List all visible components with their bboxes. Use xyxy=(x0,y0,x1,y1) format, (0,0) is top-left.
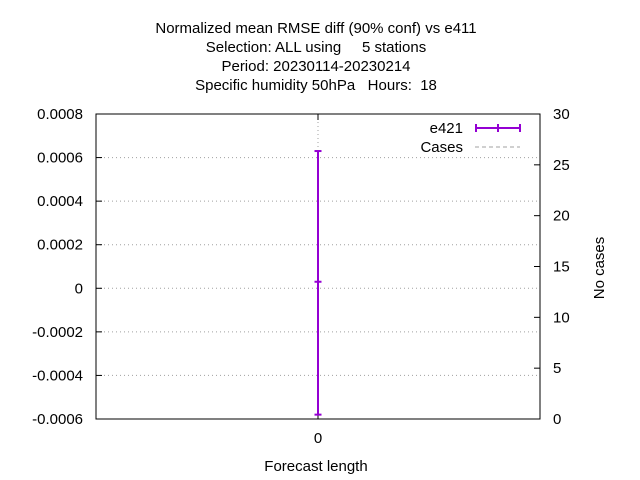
y2-axis-label: No cases xyxy=(591,237,608,300)
title-line-4: Specific humidity 50hPa Hours: 18 xyxy=(195,77,437,94)
y-tick-label: 0.0006 xyxy=(37,150,83,167)
y-tick-label: -0.0002 xyxy=(32,324,83,341)
y2-tick-label: 5 xyxy=(553,360,561,377)
legend-label-cases: Cases xyxy=(420,139,463,156)
title-line-2: Selection: ALL using 5 stations xyxy=(206,39,426,56)
y-tick-label: 0.0008 xyxy=(37,106,83,123)
x-axis-label: Forecast length xyxy=(264,458,367,475)
chart-title: Normalized mean RMSE diff (90% conf) vs … xyxy=(155,20,476,94)
y-tick-label: 0.0004 xyxy=(37,193,83,210)
series-layer xyxy=(314,150,322,416)
y2-tick-label: 10 xyxy=(553,309,570,326)
errorbar-e421 xyxy=(314,150,322,416)
legend: e421 Cases xyxy=(420,120,521,156)
x-tick-label: 0 xyxy=(314,430,322,447)
y-tick-label: -0.0006 xyxy=(32,411,83,428)
y2-tick-label: 25 xyxy=(553,157,570,174)
legend-label-e421: e421 xyxy=(430,120,463,137)
y2-tick-label: 0 xyxy=(553,411,561,428)
y-tick-label: 0 xyxy=(75,280,83,297)
y2-tick-label: 30 xyxy=(553,106,570,123)
title-line-3: Period: 20230114-20230214 xyxy=(221,58,410,75)
y-axis-left: 0.0008 0.0006 0.0004 0.0002 0 -0.0002 -0.0004 -… xyxy=(32,106,102,428)
y2-tick-label: 15 xyxy=(553,259,570,276)
y-axis-right: 30 25 20 15 10 5 0 xyxy=(534,106,570,428)
plot-frame xyxy=(95,113,541,420)
y-tick-label: -0.0004 xyxy=(32,367,83,384)
y-tick-label: 0.0002 xyxy=(37,237,83,254)
title-line-1: Normalized mean RMSE diff (90% conf) vs … xyxy=(155,20,476,37)
legend-sample-e421 xyxy=(475,124,521,132)
y2-tick-label: 20 xyxy=(553,208,570,225)
